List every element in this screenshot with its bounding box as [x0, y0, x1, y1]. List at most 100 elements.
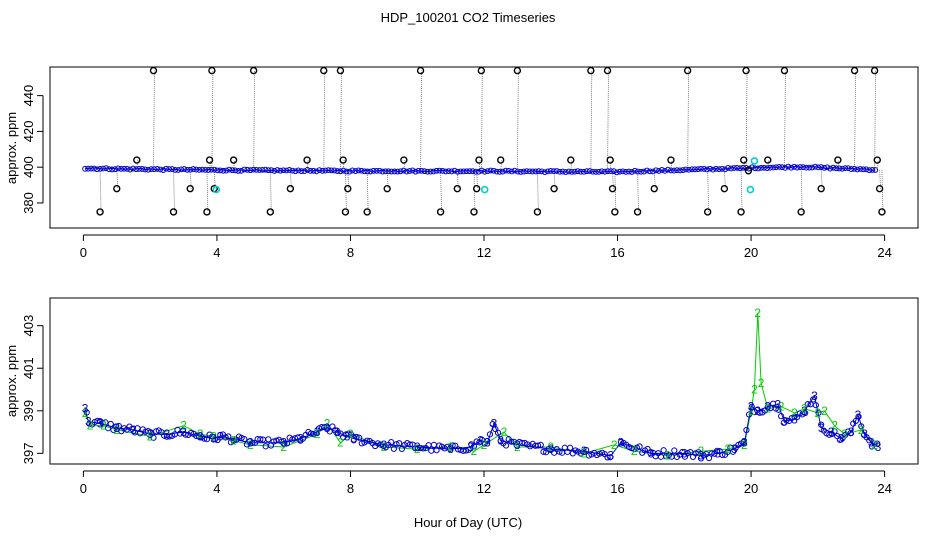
- series-3-label: 3: [774, 397, 781, 411]
- spike-line: [800, 166, 803, 212]
- sample-point: [199, 166, 206, 173]
- series-3-point: [433, 447, 440, 454]
- series-2-label: 2: [754, 306, 761, 320]
- calibration-point: [742, 66, 750, 75]
- bottom-y-tick-label: 401: [21, 357, 36, 379]
- sample-point: [169, 166, 176, 172]
- sample-point: [725, 165, 731, 171]
- sample-point: [674, 167, 680, 174]
- series-3-label: 3: [297, 431, 304, 445]
- sample-point: [481, 168, 488, 175]
- series-2-label: 2: [664, 448, 671, 462]
- sample-point: [115, 165, 122, 172]
- sample-point: [289, 167, 296, 174]
- sample-point: [472, 168, 479, 175]
- sample-point: [484, 168, 491, 175]
- series-3-point: [334, 429, 341, 436]
- sample-point: [460, 168, 467, 175]
- series-3-label: 3: [811, 389, 818, 403]
- series-2-label: 2: [337, 436, 344, 450]
- sample-point: [613, 169, 620, 176]
- sample-point: [547, 168, 554, 174]
- sample-point: [211, 166, 218, 173]
- series-3-label: 3: [868, 436, 875, 450]
- calibration-point: [416, 66, 425, 75]
- calibration-point: [205, 156, 214, 164]
- sample-point: [361, 168, 368, 175]
- spike-line: [269, 170, 272, 212]
- top-y-tick-label: 440: [21, 85, 36, 107]
- series-3-label: 3: [197, 429, 204, 443]
- calibration-point: [266, 208, 275, 216]
- series-3-label: 3: [210, 431, 217, 445]
- spike-line: [784, 70, 786, 168]
- series-2-label: 2: [87, 419, 94, 433]
- series-3-point: [211, 436, 219, 443]
- calibration-point: [513, 66, 522, 75]
- sample-point: [163, 165, 170, 172]
- sample-point: [103, 165, 109, 172]
- series-2-label: 2: [82, 406, 89, 420]
- series-3-point: [756, 409, 763, 416]
- bottom-y-tick-label: 399: [21, 400, 36, 422]
- sample-point: [785, 163, 792, 170]
- series-3-point: [83, 409, 90, 416]
- series-3-label: 3: [801, 404, 808, 418]
- series-3-label: 3: [497, 434, 504, 448]
- sample-point: [253, 166, 260, 173]
- calibration-point: [363, 208, 371, 216]
- series-2-label: 2: [858, 423, 865, 437]
- calibration-point: [344, 184, 352, 193]
- sample-point: [355, 167, 362, 174]
- sample-point: [349, 167, 356, 174]
- calibration-point: [737, 208, 745, 216]
- sample-point: [457, 168, 464, 175]
- spike-line: [637, 171, 639, 212]
- calibration-point: [834, 156, 842, 164]
- series-2-label: 2: [514, 440, 521, 454]
- chart-title: HDP_100201 CO2 Timeseries: [381, 10, 556, 25]
- sample-point: [439, 167, 446, 174]
- spike-line: [99, 168, 102, 212]
- spike-line: [876, 159, 879, 170]
- series-3-label: 3: [164, 427, 171, 441]
- series-2-label: 2: [821, 404, 828, 418]
- series-3-point: [818, 421, 825, 428]
- sample-point: [824, 164, 831, 171]
- sample-point: [529, 168, 536, 175]
- sample-point: [598, 168, 605, 175]
- series-3-label: 3: [698, 448, 705, 462]
- sample-point: [475, 168, 482, 175]
- sample-point: [190, 166, 197, 172]
- calibration-point: [797, 208, 805, 216]
- sample-point: [85, 165, 91, 172]
- sample-point: [532, 168, 539, 175]
- spike-line: [767, 159, 770, 168]
- sample-point: [788, 164, 795, 171]
- series-3-label: 3: [828, 425, 835, 439]
- sample-point: [118, 165, 125, 172]
- sample-point: [436, 167, 443, 174]
- sample-point: [592, 168, 599, 175]
- series-2-label: 2: [481, 438, 488, 452]
- bottom-x-tick-label: 0: [80, 481, 87, 496]
- sample-point: [628, 169, 635, 175]
- calibration-point: [133, 156, 141, 164]
- sample-point: [139, 166, 146, 172]
- series-2-label: 2: [113, 423, 120, 437]
- sample-point: [346, 168, 353, 175]
- series-3-point: [201, 435, 208, 442]
- sample-point: [565, 168, 572, 175]
- sample-point: [262, 166, 269, 173]
- series-3-label: 3: [848, 425, 855, 439]
- calibration-point: [383, 184, 391, 193]
- series-3-point: [393, 441, 400, 448]
- sample-point: [430, 168, 437, 175]
- sample-point: [340, 167, 347, 174]
- sample-point: [433, 167, 440, 174]
- sample-point: [127, 166, 134, 173]
- calibration-point: [303, 156, 311, 164]
- series-2-label: 2: [347, 427, 354, 441]
- sample-point: [761, 164, 767, 171]
- sample-point: [851, 165, 858, 172]
